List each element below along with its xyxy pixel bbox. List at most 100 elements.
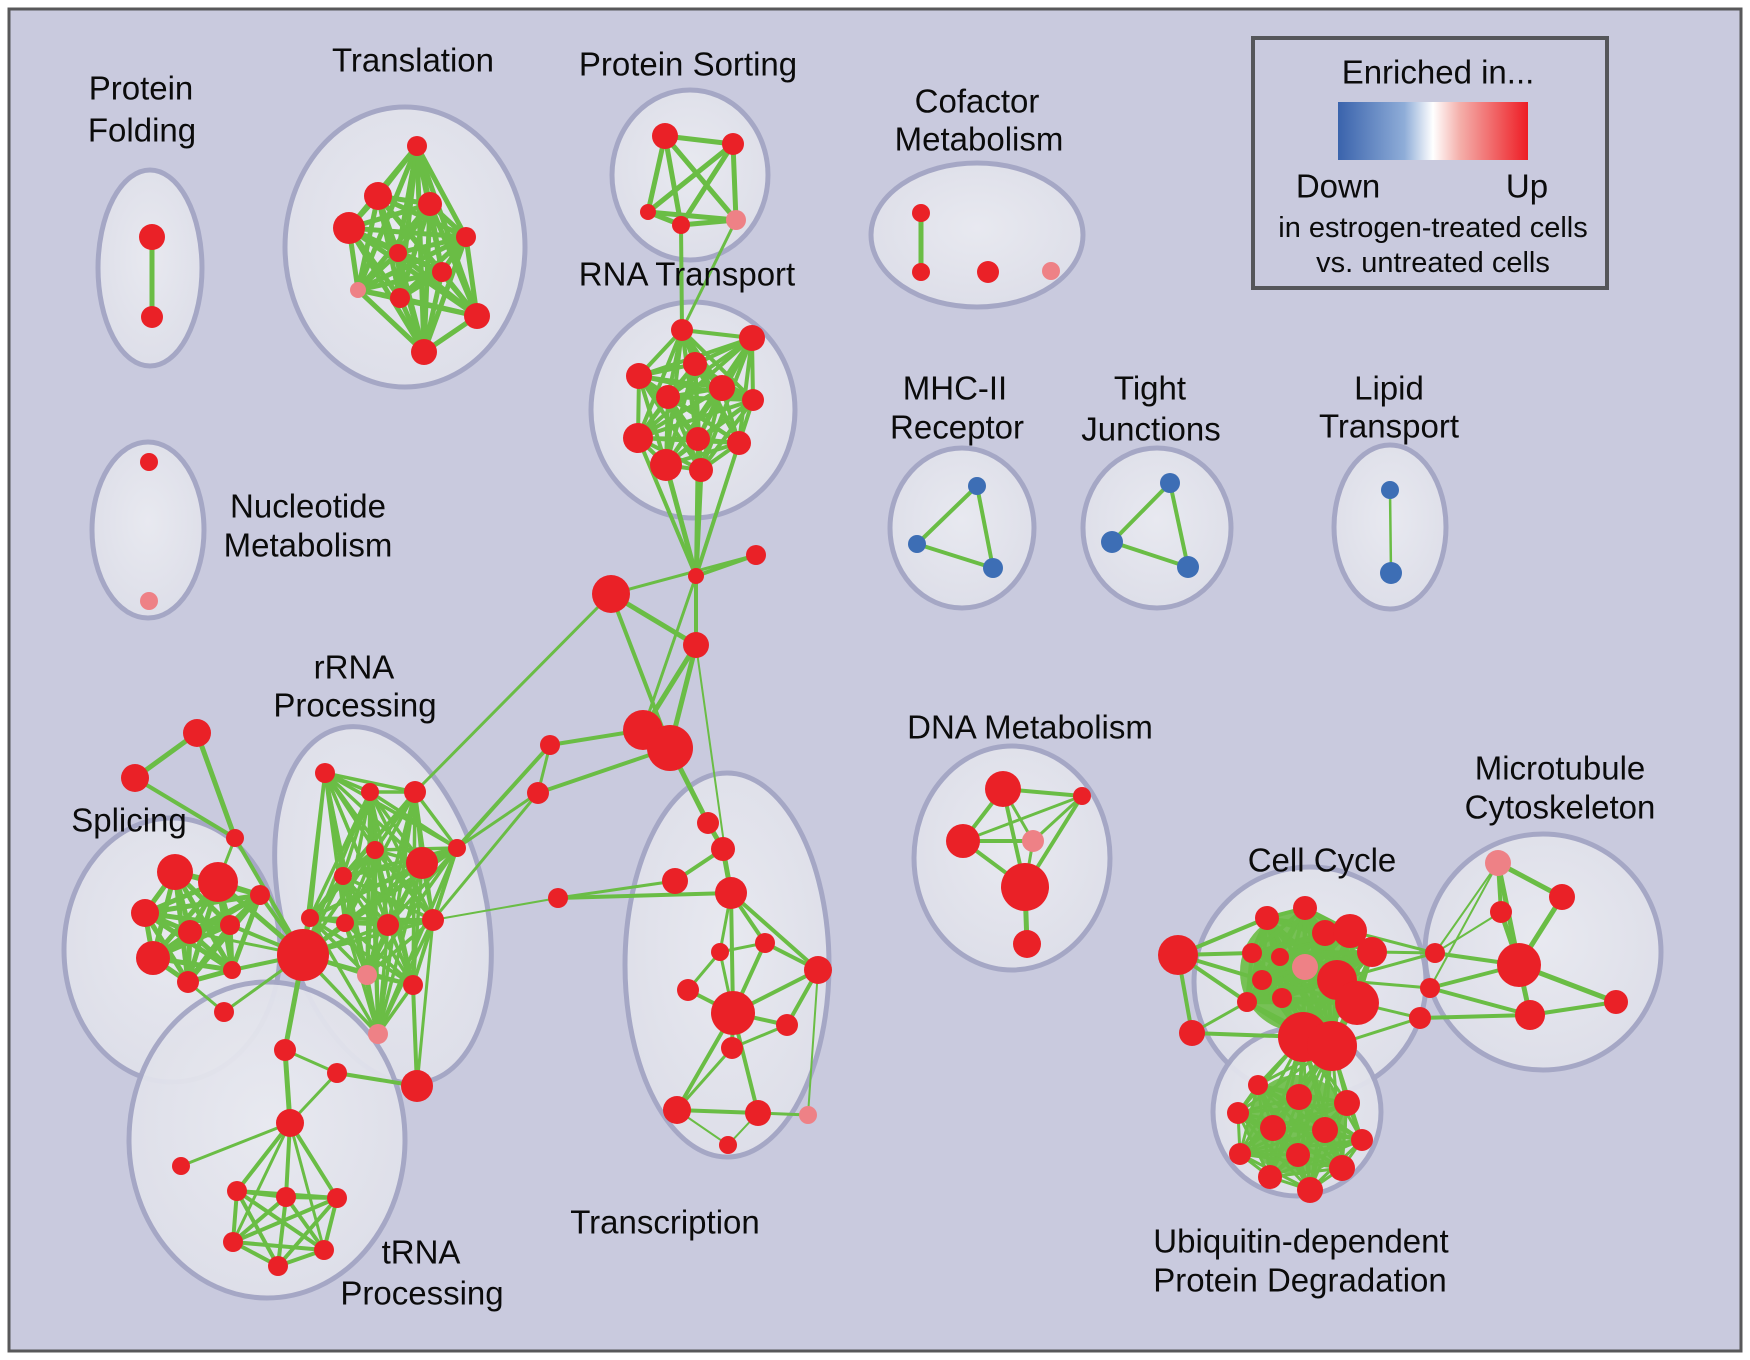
network-node-t8[interactable]: [350, 282, 366, 298]
network-node-cc8[interactable]: [1271, 948, 1289, 966]
network-node-rr2[interactable]: [361, 783, 379, 801]
network-node-t1[interactable]: [407, 136, 427, 156]
network-node-tpm[interactable]: [274, 1039, 296, 1061]
network-node-sp9[interactable]: [223, 961, 241, 979]
network-node-t3[interactable]: [333, 212, 365, 244]
network-node-ps4[interactable]: [672, 216, 690, 234]
network-node-tn5[interactable]: [715, 877, 747, 909]
network-node-rr8[interactable]: [336, 914, 354, 932]
network-node-tn16[interactable]: [719, 1136, 737, 1154]
network-node-mt1[interactable]: [1485, 850, 1511, 876]
network-node-dm4[interactable]: [1022, 830, 1044, 852]
network-node-u5[interactable]: [1260, 1115, 1286, 1141]
network-node-tp2[interactable]: [276, 1187, 296, 1207]
network-node-tn13[interactable]: [663, 1096, 691, 1124]
network-node-dm3[interactable]: [946, 824, 980, 858]
network-node-tn1[interactable]: [697, 812, 719, 834]
network-node-tn12[interactable]: [721, 1037, 743, 1059]
network-node-ps5[interactable]: [726, 210, 746, 230]
network-node-cc3[interactable]: [1293, 896, 1317, 920]
network-node-cc5[interactable]: [1333, 914, 1367, 948]
network-node-rr4[interactable]: [406, 847, 438, 879]
network-node-tn2[interactable]: [711, 837, 735, 861]
network-node-mt5[interactable]: [1515, 1000, 1545, 1030]
network-node-cf4[interactable]: [1042, 262, 1060, 280]
network-node-sp3[interactable]: [131, 899, 159, 927]
network-node-cf3[interactable]: [977, 261, 999, 283]
network-node-dm2[interactable]: [1073, 787, 1091, 805]
network-node-u4[interactable]: [1227, 1102, 1249, 1124]
network-node-ch2[interactable]: [746, 545, 766, 565]
network-node-rr13[interactable]: [277, 929, 329, 981]
network-node-u9[interactable]: [1286, 1143, 1310, 1167]
network-node-mt3[interactable]: [1490, 901, 1512, 923]
network-node-tp1[interactable]: [227, 1181, 247, 1201]
network-node-cc1[interactable]: [1158, 935, 1198, 975]
network-node-tph[interactable]: [276, 1109, 304, 1137]
network-node-tn10[interactable]: [711, 991, 755, 1035]
network-node-rt11[interactable]: [650, 449, 682, 481]
network-node-lx2[interactable]: [527, 782, 549, 804]
network-node-rr15[interactable]: [368, 1024, 388, 1044]
network-node-pf1[interactable]: [139, 224, 165, 250]
network-node-nm1[interactable]: [140, 453, 158, 471]
network-node-sp5[interactable]: [220, 915, 240, 935]
network-node-tj1[interactable]: [1160, 473, 1180, 493]
network-node-rt5[interactable]: [656, 385, 680, 409]
network-node-rt2[interactable]: [739, 325, 765, 351]
network-node-rr6[interactable]: [334, 867, 352, 885]
network-node-tn8[interactable]: [804, 956, 832, 984]
network-node-dm5[interactable]: [1001, 863, 1049, 911]
network-node-u11[interactable]: [1258, 1165, 1282, 1189]
network-node-rt12[interactable]: [689, 458, 713, 482]
network-node-lt1[interactable]: [1381, 481, 1399, 499]
network-node-dm6[interactable]: [1013, 930, 1041, 958]
network-node-mh1[interactable]: [968, 477, 986, 495]
network-node-sp7[interactable]: [136, 941, 170, 975]
network-node-t2[interactable]: [364, 182, 392, 210]
network-node-rr7[interactable]: [301, 909, 319, 927]
network-node-tn6[interactable]: [711, 943, 729, 961]
network-node-pf2[interactable]: [141, 306, 163, 328]
network-node-ps3[interactable]: [640, 204, 656, 220]
network-node-sp6[interactable]: [250, 885, 270, 905]
network-node-cc18[interactable]: [1425, 943, 1445, 963]
network-node-rr12[interactable]: [403, 975, 423, 995]
network-node-ch6[interactable]: [647, 725, 693, 771]
network-node-mh2[interactable]: [908, 535, 926, 553]
network-node-u7[interactable]: [1351, 1129, 1373, 1151]
network-node-cc10[interactable]: [1252, 970, 1272, 990]
network-node-sp2[interactable]: [198, 862, 238, 902]
network-node-u12[interactable]: [1297, 1177, 1323, 1203]
network-node-lx1[interactable]: [540, 735, 560, 755]
network-node-rr14[interactable]: [448, 839, 466, 857]
network-node-mh3[interactable]: [983, 558, 1003, 578]
network-node-rr3[interactable]: [404, 781, 426, 803]
network-node-tpa[interactable]: [327, 1063, 347, 1083]
network-node-cc17[interactable]: [1179, 1020, 1205, 1046]
network-node-tj3[interactable]: [1177, 556, 1199, 578]
network-node-cc4[interactable]: [1312, 920, 1338, 946]
network-node-u8[interactable]: [1229, 1143, 1251, 1165]
network-node-rt6[interactable]: [709, 375, 735, 401]
network-node-tpl[interactable]: [172, 1157, 190, 1175]
network-node-rt10[interactable]: [727, 431, 751, 455]
network-node-rt8[interactable]: [623, 423, 653, 453]
network-node-cc12[interactable]: [1272, 988, 1292, 1008]
network-node-ch4[interactable]: [683, 632, 709, 658]
network-node-rr5[interactable]: [366, 841, 384, 859]
network-node-stA[interactable]: [183, 719, 211, 747]
network-node-tn9[interactable]: [677, 979, 699, 1001]
network-node-tn7[interactable]: [755, 933, 775, 953]
network-node-tp3[interactable]: [327, 1188, 347, 1208]
network-node-tn4[interactable]: [548, 888, 568, 908]
network-node-tn3[interactable]: [662, 868, 688, 894]
network-node-u10[interactable]: [1329, 1155, 1355, 1181]
network-node-sp8[interactable]: [177, 971, 199, 993]
network-node-stB[interactable]: [121, 764, 149, 792]
network-node-t7[interactable]: [432, 262, 452, 282]
network-node-rt7[interactable]: [742, 389, 764, 411]
network-node-mt4[interactable]: [1497, 943, 1541, 987]
network-node-rr9[interactable]: [377, 914, 399, 936]
network-node-rr11[interactable]: [357, 965, 377, 985]
